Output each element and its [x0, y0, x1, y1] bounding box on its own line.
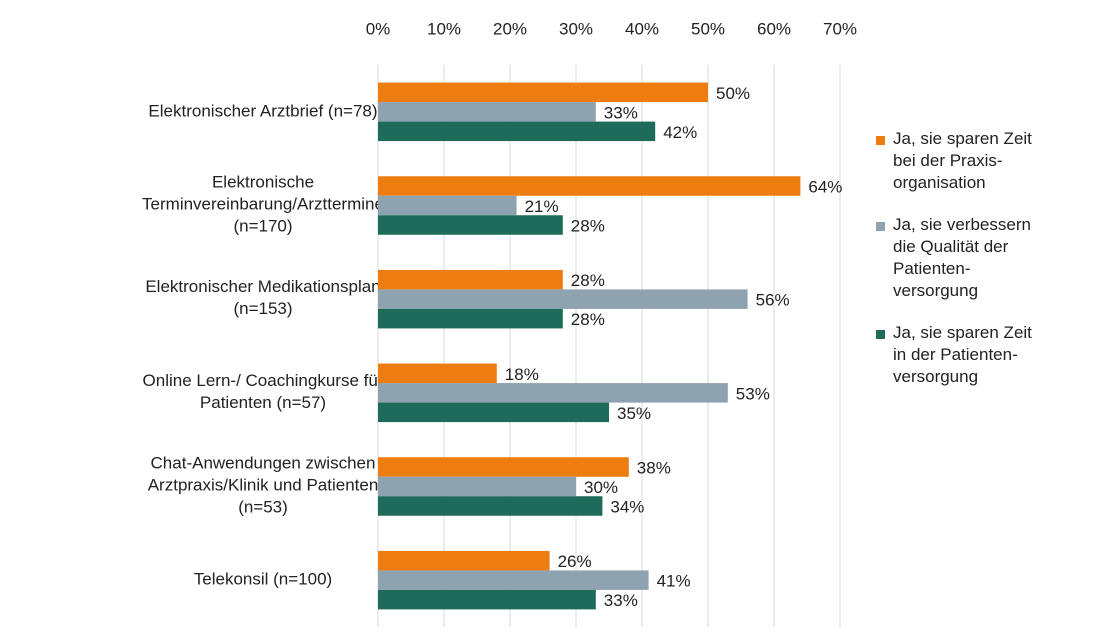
x-tick-label: 10%	[427, 19, 461, 38]
bar	[378, 121, 656, 142]
y-tick-label: Elektronischer Arztbrief (n=78)	[148, 101, 377, 120]
legend-marker	[876, 136, 885, 145]
bar	[378, 176, 801, 196]
bar	[378, 82, 708, 103]
bar	[378, 457, 629, 477]
bar	[378, 102, 596, 122]
x-tick-label: 60%	[757, 19, 791, 38]
value-label: 38%	[637, 458, 671, 477]
legend-label: Ja, sie sparen Zeit bei der Praxis-organi…	[893, 129, 1032, 192]
value-label: 53%	[736, 384, 770, 403]
bar	[378, 215, 563, 235]
y-tick-label: Chat-Anwendungen zwischen Arztpraxis/Klin…	[148, 454, 379, 517]
value-label: 28%	[571, 216, 605, 235]
value-label: 30%	[584, 478, 618, 497]
bar	[378, 589, 596, 610]
x-tick-label: 20%	[493, 19, 527, 38]
bar	[378, 496, 603, 516]
value-label: 33%	[604, 591, 638, 610]
y-tick-label: Elektronischer Medikationsplan (n=153)	[145, 278, 380, 319]
value-label: 28%	[571, 271, 605, 290]
bar	[378, 308, 563, 329]
bar	[378, 570, 649, 590]
legend-label: Ja, sie verbessern die Qualität der Patien…	[893, 215, 1031, 300]
value-label: 50%	[716, 84, 750, 103]
value-label: 56%	[756, 291, 790, 310]
bar	[378, 363, 497, 384]
value-label: 26%	[558, 552, 592, 571]
x-tick-label: 50%	[691, 19, 725, 38]
y-tick-label: Telekonsil (n=100)	[194, 570, 332, 589]
y-tick-label: Elektronische Terminvereinbarung/Arztterm…	[142, 173, 384, 236]
value-label: 35%	[617, 404, 651, 423]
x-tick-label: 70%	[823, 19, 857, 38]
value-label: 33%	[604, 103, 638, 122]
x-tick-label: 0%	[366, 19, 391, 38]
bar	[378, 383, 728, 403]
bar	[378, 289, 748, 309]
bar	[378, 476, 576, 497]
legend-marker	[876, 222, 885, 231]
x-tick-label: 30%	[559, 19, 593, 38]
bar	[378, 269, 563, 290]
bar	[378, 550, 550, 571]
y-tick-label: Online Lern-/ Coachingkurse für Patienten…	[143, 371, 384, 412]
value-label: 21%	[525, 197, 559, 216]
value-label: 41%	[657, 572, 691, 591]
bar	[378, 402, 609, 423]
value-label: 34%	[610, 497, 644, 516]
value-label: 42%	[663, 123, 697, 142]
x-tick-label: 40%	[625, 19, 659, 38]
value-label: 64%	[808, 177, 842, 196]
value-label: 28%	[571, 310, 605, 329]
bar	[378, 195, 517, 216]
legend-marker	[876, 330, 885, 339]
legend-label: Ja, sie sparen Zeit in der Patienten-vers…	[893, 323, 1032, 386]
value-label: 18%	[505, 365, 539, 384]
